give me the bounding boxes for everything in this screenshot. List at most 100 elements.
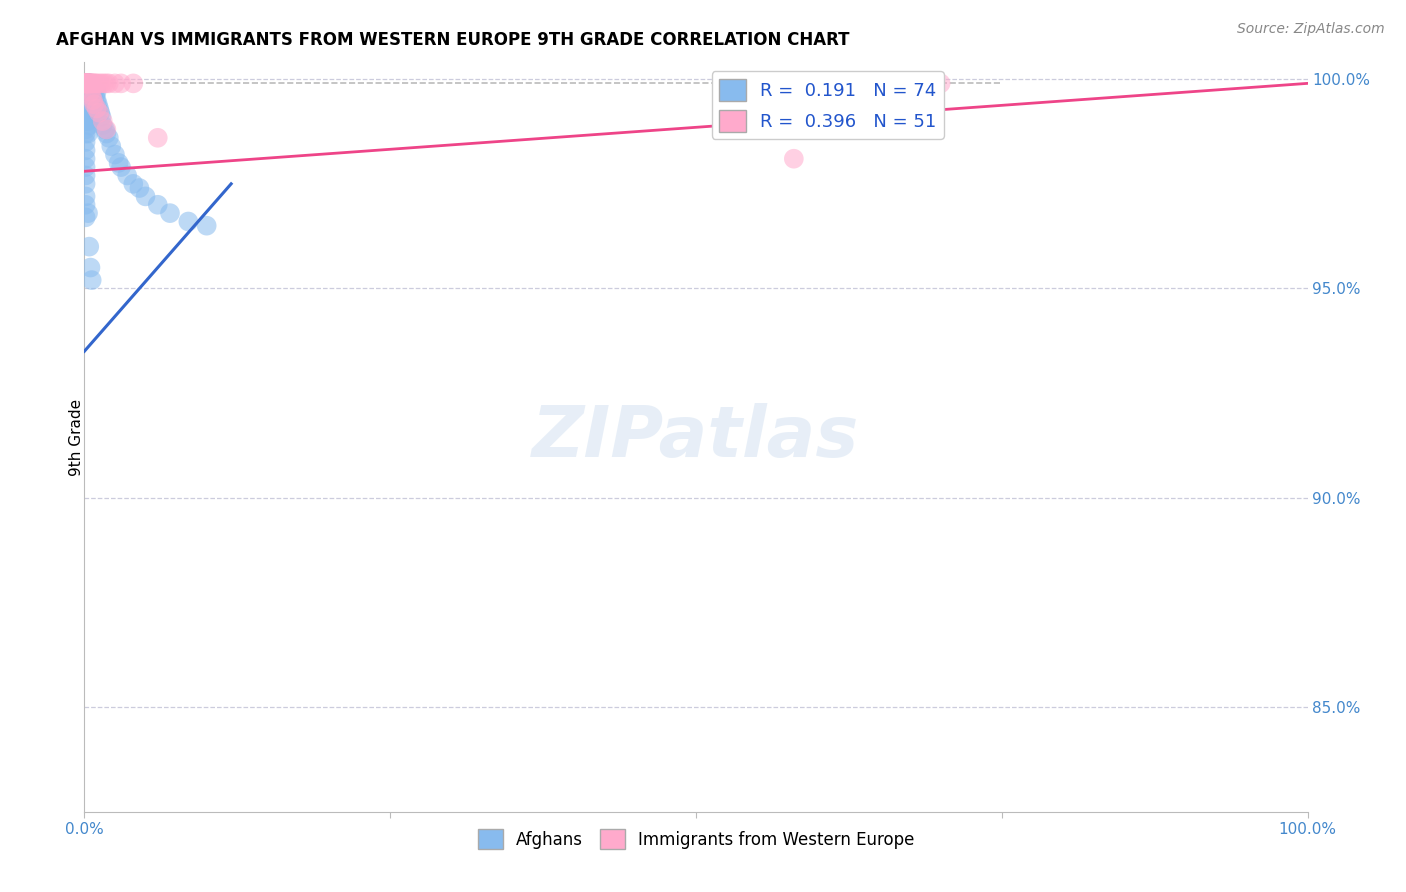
Point	[75, 177, 97, 191]
Point	[82, 89, 104, 103]
Point	[76, 85, 98, 99]
Point	[82, 80, 104, 95]
Point	[77, 85, 100, 99]
Point	[94, 122, 117, 136]
Point	[79, 76, 101, 90]
Point	[91, 114, 114, 128]
Point	[79, 97, 101, 112]
Point	[86, 85, 108, 99]
Text: Source: ZipAtlas.com: Source: ZipAtlas.com	[1237, 22, 1385, 37]
Point	[76, 76, 98, 90]
Point	[79, 76, 101, 90]
Point	[77, 102, 100, 116]
Point	[82, 76, 104, 90]
Point	[76, 76, 98, 90]
Point	[128, 181, 150, 195]
Point	[77, 76, 100, 90]
Point	[77, 76, 100, 90]
Point	[86, 102, 108, 116]
Point	[75, 76, 97, 90]
Point	[75, 114, 97, 128]
Y-axis label: 9th Grade: 9th Grade	[69, 399, 83, 475]
Point	[82, 102, 104, 116]
Point	[75, 76, 97, 90]
Point	[75, 76, 97, 90]
Point	[76, 114, 98, 128]
Point	[96, 76, 118, 90]
Point	[87, 105, 110, 120]
Point	[100, 139, 122, 153]
Point	[75, 76, 97, 90]
Legend: Afghans, Immigrants from Western Europe: Afghans, Immigrants from Western Europe	[471, 822, 921, 855]
Point	[75, 169, 97, 183]
Point	[96, 122, 118, 136]
Point	[115, 169, 138, 183]
Point	[77, 118, 100, 132]
Point	[104, 76, 127, 90]
Point	[75, 160, 97, 174]
Point	[79, 85, 101, 99]
Point	[146, 198, 169, 212]
Point	[77, 93, 100, 107]
Text: AFGHAN VS IMMIGRANTS FROM WESTERN EUROPE 9TH GRADE CORRELATION CHART: AFGHAN VS IMMIGRANTS FROM WESTERN EUROPE…	[56, 31, 849, 49]
Point	[146, 130, 169, 145]
Point	[77, 114, 100, 128]
Point	[77, 105, 100, 120]
Point	[87, 102, 110, 116]
Point	[97, 130, 120, 145]
Point	[76, 102, 98, 116]
Point	[177, 214, 200, 228]
Point	[75, 89, 97, 103]
Point	[96, 127, 118, 141]
Point	[75, 76, 97, 90]
Point	[77, 76, 100, 90]
Point	[77, 76, 100, 90]
Point	[76, 76, 98, 90]
Point	[86, 93, 108, 107]
Point	[75, 93, 97, 107]
Point	[783, 152, 806, 166]
Point	[869, 76, 891, 90]
Point	[122, 177, 145, 191]
Point	[90, 110, 112, 124]
Point	[83, 85, 105, 99]
Point	[77, 76, 100, 90]
Point	[77, 239, 100, 253]
Point	[75, 211, 97, 225]
Point	[77, 206, 100, 220]
Point	[79, 260, 101, 275]
Point	[75, 127, 97, 141]
Point	[80, 93, 103, 107]
Point	[77, 127, 100, 141]
Point	[75, 76, 97, 90]
Point	[83, 97, 105, 112]
Point	[110, 76, 132, 90]
Point	[195, 219, 218, 233]
Point	[75, 76, 97, 90]
Point	[80, 76, 103, 90]
Point	[77, 76, 100, 90]
Point	[75, 102, 97, 116]
Point	[75, 198, 97, 212]
Point	[97, 76, 120, 90]
Point	[87, 76, 110, 90]
Point	[107, 156, 129, 170]
Point	[84, 89, 107, 103]
Point	[75, 105, 97, 120]
Point	[929, 76, 952, 90]
Point	[75, 122, 97, 136]
Point	[135, 189, 157, 203]
Point	[87, 97, 110, 112]
Point	[76, 76, 98, 90]
Point	[80, 273, 103, 287]
Point	[83, 76, 105, 90]
Point	[75, 144, 97, 158]
Point	[90, 76, 112, 90]
Point	[75, 76, 97, 90]
Point	[77, 76, 100, 90]
Point	[75, 189, 97, 203]
Point	[77, 93, 100, 107]
Point	[77, 76, 100, 90]
Point	[91, 118, 114, 132]
Point	[76, 76, 98, 90]
